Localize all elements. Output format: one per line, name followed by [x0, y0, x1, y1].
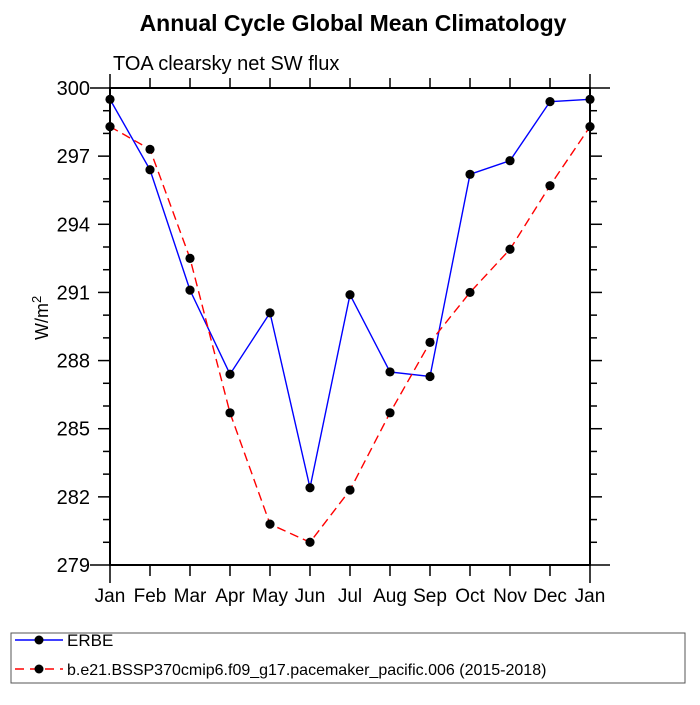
legend-box [10, 632, 686, 684]
y-tick-label: 297 [57, 146, 90, 168]
plot-area: 279 282 285 288 291 294 297 300 Jan Feb Mar Apr May J… [57, 74, 610, 607]
y-tick-label: 285 [57, 419, 90, 441]
data-point-1-Oct [465, 287, 475, 298]
y-tick-label: 279 [57, 555, 90, 577]
data-point-1-May [265, 519, 275, 529]
data-point-0-Apr [225, 369, 235, 379]
data-point-0-Dec [545, 97, 555, 107]
data-point-0-May [265, 308, 275, 318]
x-tick-label: Aug [373, 586, 407, 607]
data-point-0-Oct [465, 169, 475, 179]
chart-title: Annual Cycle Global Mean Climatology [140, 10, 567, 36]
data-point-1-Feb [145, 144, 155, 154]
x-tick-label: Jan [575, 586, 606, 607]
data-point-1-Mar [185, 253, 195, 263]
y-tick-label: 282 [57, 487, 90, 509]
y-axis-label-exponent: 2 [29, 296, 44, 303]
data-point-0-Jun [305, 483, 315, 493]
x-tick-label: Oct [455, 586, 485, 607]
y-axis-label-base: W/m [32, 303, 52, 340]
data-point-1-Jun [305, 537, 315, 547]
x-tick-label: Nov [493, 586, 527, 607]
data-point-1-Aug [385, 408, 395, 418]
data-point-0-Sep [425, 371, 435, 382]
x-tick-label: May [252, 586, 288, 607]
legend-label-model: b.e21.BSSP370cmip6.f09_g17.pacemaker_pac… [67, 662, 546, 679]
x-tick-label: Jan [95, 586, 126, 607]
legend-marker-model [34, 664, 44, 674]
chart-subtitle: TOA clearsky net SW flux [113, 53, 339, 75]
plot-frame [109, 87, 591, 566]
series-line-1 [109, 126, 591, 544]
x-tick-label: Jul [338, 586, 362, 607]
y-tick-label: 300 [57, 78, 90, 100]
data-point-1-Jan [105, 122, 115, 132]
y-axis-label: W/m2 [29, 296, 52, 340]
data-point-0-Aug [385, 367, 395, 377]
legend-label-erbe: ERBE [67, 631, 113, 650]
data-point-1-Jan [585, 122, 595, 132]
x-tick-label: Dec [533, 586, 567, 607]
y-tick-label: 288 [57, 351, 90, 373]
data-point-0-Mar [185, 285, 195, 295]
data-point-0-Jul [345, 290, 355, 300]
x-tick-label: Mar [174, 586, 207, 607]
x-tick-label: Sep [413, 586, 447, 607]
x-tick-label: Feb [134, 586, 167, 607]
data-point-0-Feb [145, 165, 155, 175]
y-tick-label: 294 [57, 214, 90, 236]
x-tick-label: Apr [215, 586, 245, 607]
data-point-0-Jan [585, 94, 595, 104]
data-point-1-Sep [425, 337, 435, 347]
y-tick-label: 291 [57, 282, 90, 304]
legend: ERBE b.e21.BSSP370cmip6.f09_g17.pacemake… [10, 631, 686, 684]
data-point-1-Nov [505, 244, 515, 254]
x-tick-label: Jun [295, 586, 326, 607]
legend-marker-erbe [34, 635, 44, 645]
data-point-1-Apr [225, 408, 235, 418]
data-point-0-Jan [105, 94, 115, 104]
data-point-1-Dec [545, 181, 555, 191]
data-point-0-Nov [505, 156, 515, 166]
data-point-1-Jul [345, 485, 355, 495]
